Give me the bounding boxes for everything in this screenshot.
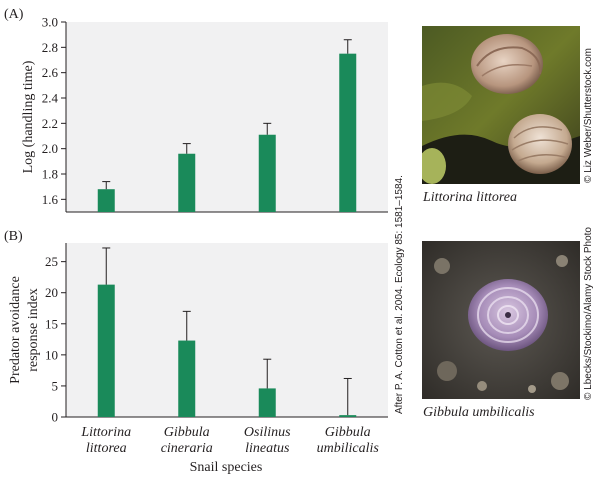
photo-b-credit: © Lbecks/Stockimo/Alamy Stock Photo bbox=[583, 227, 594, 400]
y-tick-label: 2.8 bbox=[42, 40, 58, 55]
source-note: After P. A. Cotton et al. 2004. Ecology … bbox=[394, 175, 405, 414]
chart-a-plot-area bbox=[66, 22, 388, 212]
gibbula-umbilicalis-photo bbox=[422, 241, 580, 399]
y-tick-label: 2.6 bbox=[42, 65, 59, 80]
y-tick-label: 5 bbox=[52, 378, 59, 393]
x-category-label: umbilicalis bbox=[317, 441, 380, 456]
y-tick-label: 2.2 bbox=[42, 116, 58, 131]
panel-a-label: (A) bbox=[4, 7, 24, 22]
bar-2 bbox=[178, 340, 196, 417]
y-tick-label: 0 bbox=[52, 410, 59, 425]
x-category-label: cineraria bbox=[161, 441, 213, 456]
chart-a-y-axis-label: Log (handling time) bbox=[21, 60, 36, 173]
chart-b-plot-area bbox=[66, 243, 388, 417]
x-category-label: Littorina bbox=[80, 425, 131, 440]
chart-b-y-axis-label-line2: response index bbox=[26, 288, 41, 372]
y-tick-label: 15 bbox=[45, 316, 58, 331]
x-category-label: Osilinus bbox=[244, 425, 291, 440]
y-tick-label: 1.6 bbox=[42, 192, 59, 207]
y-tick-label: 20 bbox=[45, 285, 58, 300]
y-tick-label: 2.4 bbox=[42, 91, 59, 106]
bar-3 bbox=[258, 388, 276, 417]
y-tick-label: 1.8 bbox=[42, 167, 58, 182]
x-category-label: Gibbula bbox=[164, 425, 210, 440]
x-category-label: Gibbula bbox=[325, 425, 371, 440]
bar-2 bbox=[178, 153, 196, 212]
y-tick-label: 25 bbox=[45, 254, 58, 269]
bar-1 bbox=[97, 284, 115, 417]
bar-4 bbox=[339, 53, 357, 212]
photo-a-caption: Littorina littorea bbox=[423, 190, 517, 205]
bar-1 bbox=[97, 189, 115, 212]
y-tick-label: 2.0 bbox=[42, 141, 58, 156]
photo-a-credit: © Liz Weber/Shutterstock.com bbox=[583, 47, 594, 183]
x-category-label: littorea bbox=[86, 441, 127, 456]
chart-b-y-axis-label-line1: Predator avoidance bbox=[8, 276, 23, 384]
photo-b-caption: Gibbula umbilicalis bbox=[423, 405, 535, 420]
y-tick-label: 10 bbox=[45, 347, 58, 362]
bar-4 bbox=[339, 415, 357, 417]
x-category-label: lineatus bbox=[245, 441, 290, 456]
panel-b-label: (B) bbox=[4, 229, 23, 244]
littorina-littorea-photo bbox=[422, 26, 580, 184]
chart-b-x-axis-label: Snail species bbox=[190, 460, 263, 475]
y-tick-label: 3.0 bbox=[42, 15, 58, 30]
bar-3 bbox=[258, 134, 276, 212]
